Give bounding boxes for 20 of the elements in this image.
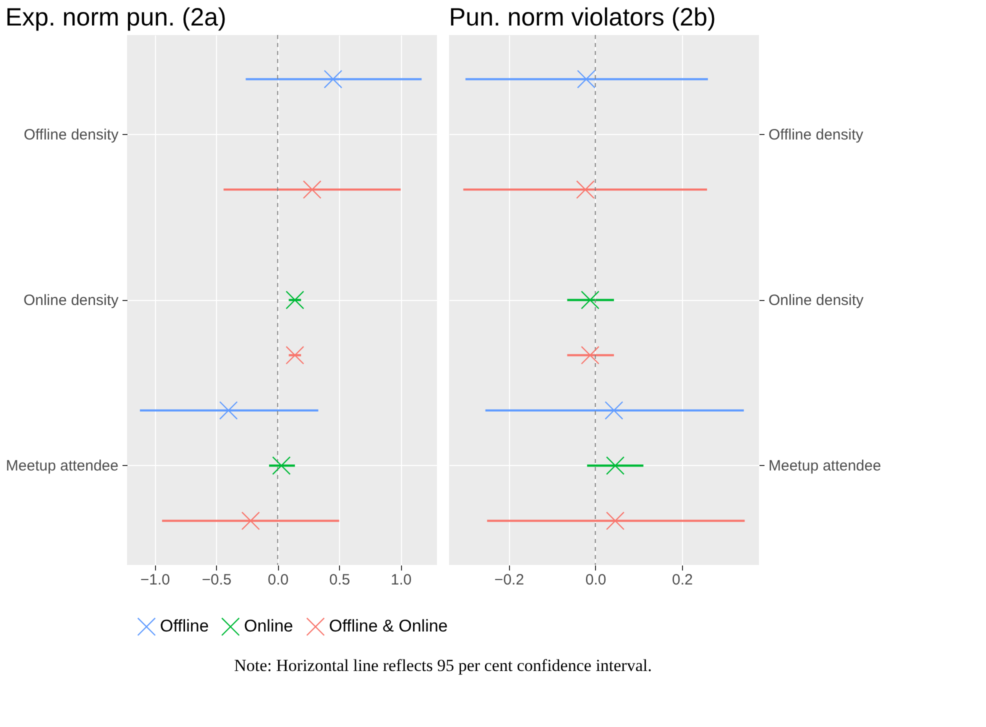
x-tick-label: 0.0: [585, 572, 606, 588]
legend-label: Online: [244, 616, 294, 636]
y-tick-label: Offline density: [768, 126, 864, 144]
chart-title: Pun. norm violators (2b): [449, 4, 716, 32]
x-tick-label: 0.2: [672, 572, 693, 588]
y-tick-label: Offline density: [24, 126, 119, 144]
y-tick-label: Meetup attendee: [6, 458, 118, 475]
x-tick-label: −0.5: [202, 572, 232, 588]
y-tick-label: Online density: [768, 292, 864, 309]
y-tick-label: Meetup attendee: [768, 458, 882, 475]
x-tick-label: 0.5: [329, 572, 350, 588]
text: Note: Horizontal line reflects 95 per cent confidence interval.: [234, 656, 652, 675]
legend-label: Offline & Online: [329, 616, 448, 636]
x-tick-label: 0.0: [268, 572, 289, 588]
x-tick-label: −1.0: [140, 572, 170, 588]
legend-label: Offline: [160, 616, 209, 636]
x-tick-label: 1.0: [390, 572, 412, 588]
chart-title: Exp. norm pun. (2a): [5, 4, 226, 32]
y-tick-label: Online density: [23, 292, 119, 309]
x-tick-label: −0.2: [494, 572, 524, 588]
